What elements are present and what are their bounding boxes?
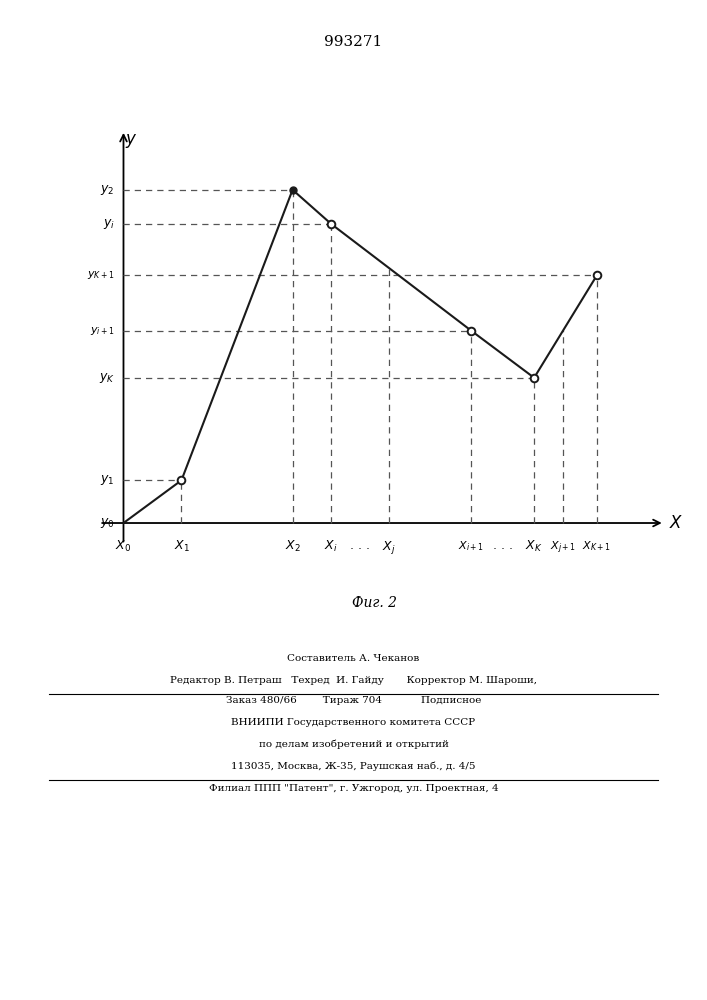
Text: $X_0$: $X_0$ (115, 539, 132, 554)
Text: $y_1$: $y_1$ (100, 473, 115, 487)
Text: $X_i$: $X_i$ (325, 539, 338, 554)
Text: Фиг. 2: Фиг. 2 (352, 596, 397, 610)
Text: $X$: $X$ (670, 515, 684, 532)
Text: $y_{K+1}$: $y_{K+1}$ (87, 269, 115, 281)
Text: $X_2$: $X_2$ (285, 539, 300, 554)
Text: $y_K$: $y_K$ (99, 371, 115, 385)
Text: Редактор В. Петраш   Техред  И. Гайду       Корректор М. Шароши,: Редактор В. Петраш Техред И. Гайду Корре… (170, 676, 537, 685)
Text: 113035, Москва, Ж-35, Раушская наб., д. 4/5: 113035, Москва, Ж-35, Раушская наб., д. … (231, 761, 476, 771)
Text: $X_{i+1}$: $X_{i+1}$ (458, 539, 484, 553)
Text: $y_2$: $y_2$ (100, 183, 115, 197)
Text: Составитель А. Чеканов: Составитель А. Чеканов (287, 654, 420, 663)
Text: $X_K$: $X_K$ (525, 539, 543, 554)
Text: Филиал ППП "Патент", г. Ужгород, ул. Проектная, 4: Филиал ППП "Патент", г. Ужгород, ул. Про… (209, 784, 498, 793)
Text: $X_1$: $X_1$ (173, 539, 189, 554)
Text: ВНИИПИ Государственного комитета СССР: ВНИИПИ Государственного комитета СССР (231, 718, 476, 727)
Text: $y$: $y$ (124, 132, 137, 150)
Text: по делам изобретений и открытий: по делам изобретений и открытий (259, 739, 448, 749)
Text: $X_{j+1}$: $X_{j+1}$ (550, 539, 576, 556)
Text: 993271: 993271 (325, 35, 382, 49)
Text: . . .: . . . (350, 539, 370, 552)
Text: $y_0$: $y_0$ (100, 516, 115, 530)
Text: Заказ 480/66        Тираж 704            Подписное: Заказ 480/66 Тираж 704 Подписное (226, 696, 481, 705)
Text: $X_{K+1}$: $X_{K+1}$ (583, 539, 612, 553)
Text: $y_i$: $y_i$ (103, 217, 115, 231)
Text: . . .: . . . (493, 539, 513, 552)
Text: $X_j$: $X_j$ (382, 539, 396, 556)
Text: $y_{i+1}$: $y_{i+1}$ (90, 325, 115, 337)
